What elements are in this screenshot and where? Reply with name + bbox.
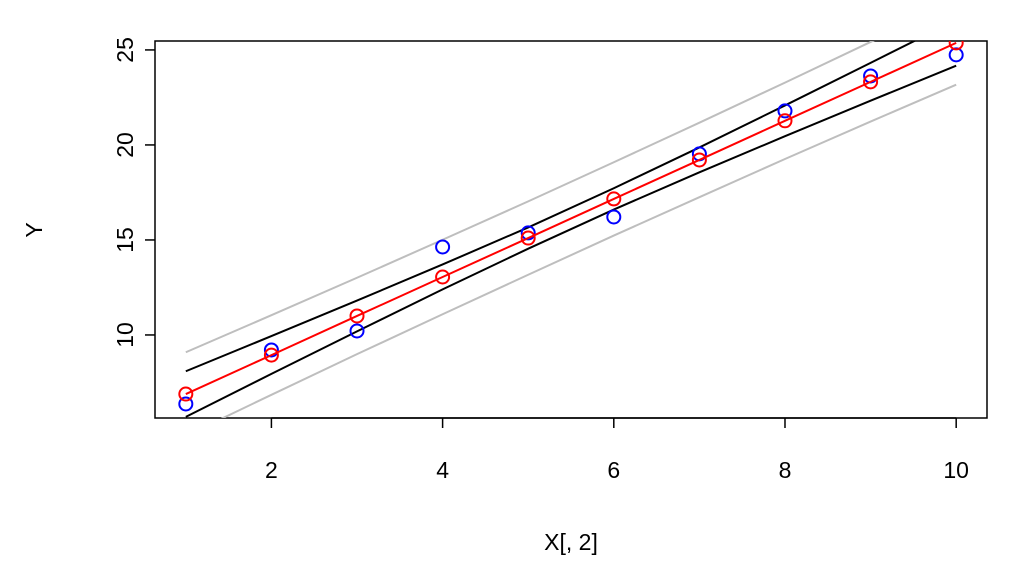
point (263, 342, 279, 358)
plot-area (178, 41, 964, 418)
point (948, 41, 964, 51)
point (435, 269, 451, 285)
point (435, 239, 451, 255)
x-tick-label: 2 (265, 457, 278, 483)
point (606, 191, 622, 207)
y-tick-label: 15 (112, 227, 138, 253)
point (178, 386, 194, 402)
x-axis-label: X[, 2] (544, 529, 598, 555)
point (263, 347, 279, 363)
point (777, 113, 793, 129)
point (349, 323, 365, 339)
fit-line (185, 41, 875, 354)
fit-line (220, 83, 957, 418)
y-tick-label: 25 (112, 37, 138, 63)
point (520, 225, 536, 241)
point (520, 230, 536, 246)
x-tick-label: 6 (607, 457, 620, 483)
y-axis-label: Y (21, 222, 47, 237)
fit-line (185, 41, 917, 373)
fit-line (185, 41, 957, 395)
y-tick-label: 10 (112, 322, 138, 348)
point (863, 74, 879, 90)
point (178, 396, 194, 412)
y-tick-label: 20 (112, 132, 138, 158)
fit-line (185, 64, 957, 418)
x-tick-label: 8 (779, 457, 792, 483)
x-tick-label: 4 (436, 457, 449, 483)
point (948, 47, 964, 63)
point (691, 152, 707, 168)
point (349, 308, 365, 324)
point (777, 103, 793, 119)
x-tick-label: 10 (943, 457, 969, 483)
point (606, 209, 622, 225)
